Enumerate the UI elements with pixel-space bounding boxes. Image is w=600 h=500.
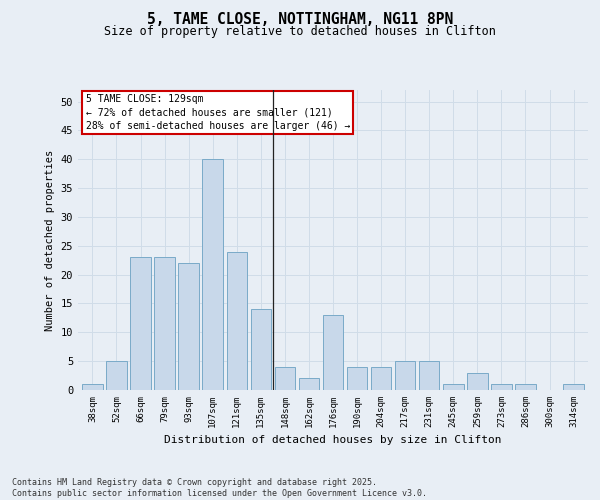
Bar	[178, 263, 199, 390]
Bar	[130, 258, 151, 390]
Bar	[227, 252, 247, 390]
Bar	[467, 372, 488, 390]
Bar	[323, 315, 343, 390]
Bar	[371, 367, 391, 390]
Bar	[395, 361, 415, 390]
Bar	[251, 309, 271, 390]
Bar	[443, 384, 464, 390]
Bar	[491, 384, 512, 390]
Bar	[202, 159, 223, 390]
Bar	[419, 361, 439, 390]
Bar	[106, 361, 127, 390]
Text: 5 TAME CLOSE: 129sqm
← 72% of detached houses are smaller (121)
28% of semi-deta: 5 TAME CLOSE: 129sqm ← 72% of detached h…	[86, 94, 350, 131]
Bar	[347, 367, 367, 390]
Bar	[154, 258, 175, 390]
Bar	[82, 384, 103, 390]
Bar	[299, 378, 319, 390]
Text: Contains HM Land Registry data © Crown copyright and database right 2025.
Contai: Contains HM Land Registry data © Crown c…	[12, 478, 427, 498]
Y-axis label: Number of detached properties: Number of detached properties	[45, 150, 55, 330]
Bar	[563, 384, 584, 390]
Bar	[515, 384, 536, 390]
Text: 5, TAME CLOSE, NOTTINGHAM, NG11 8PN: 5, TAME CLOSE, NOTTINGHAM, NG11 8PN	[147, 12, 453, 28]
Bar	[275, 367, 295, 390]
X-axis label: Distribution of detached houses by size in Clifton: Distribution of detached houses by size …	[164, 436, 502, 446]
Text: Size of property relative to detached houses in Clifton: Size of property relative to detached ho…	[104, 25, 496, 38]
